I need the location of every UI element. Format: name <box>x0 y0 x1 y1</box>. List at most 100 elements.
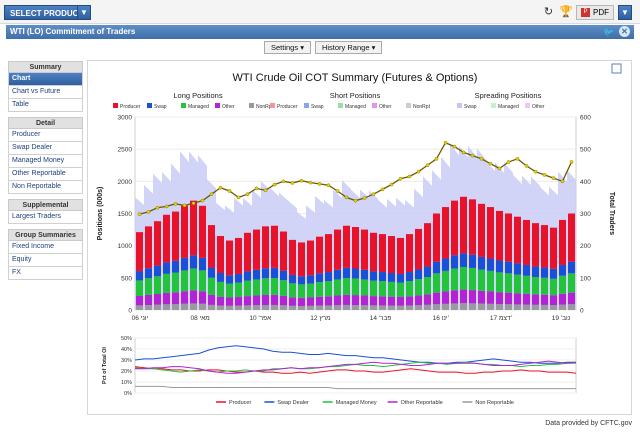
long-position-bar[interactable] <box>235 297 242 306</box>
sub-series-line[interactable] <box>135 360 577 374</box>
long-position-bar[interactable] <box>352 268 359 279</box>
long-position-bar[interactable] <box>433 304 440 310</box>
long-position-bar[interactable] <box>487 303 494 310</box>
long-position-bar[interactable] <box>226 305 233 310</box>
long-position-bar[interactable] <box>262 278 269 295</box>
long-position-bar[interactable] <box>523 304 530 310</box>
long-position-bar[interactable] <box>397 282 404 298</box>
total-traders-point[interactable] <box>137 212 142 216</box>
total-traders-point[interactable] <box>209 192 214 196</box>
sidebar-item-managed-money[interactable]: Managed Money <box>8 155 83 168</box>
settings-dropdown[interactable]: Settings ▾ <box>264 41 311 54</box>
long-position-bar[interactable] <box>415 279 422 296</box>
long-position-bar[interactable] <box>532 276 539 295</box>
long-position-bar[interactable] <box>361 229 368 270</box>
long-position-bar[interactable] <box>460 266 467 290</box>
long-position-bar[interactable] <box>370 271 377 281</box>
long-position-bar[interactable] <box>244 280 251 297</box>
sidebar-item-chart[interactable]: Chart <box>8 73 83 86</box>
total-traders-point[interactable] <box>290 181 295 185</box>
long-position-bar[interactable] <box>424 304 431 310</box>
long-position-bar[interactable] <box>487 291 494 304</box>
long-position-bar[interactable] <box>316 273 323 283</box>
long-position-bar[interactable] <box>253 229 260 270</box>
long-position-bar[interactable] <box>208 304 215 310</box>
twitter-icon[interactable]: 🐦 <box>603 27 615 37</box>
long-position-bar[interactable] <box>325 305 332 310</box>
long-position-bar[interactable] <box>298 305 305 310</box>
long-position-bar[interactable] <box>262 268 269 279</box>
long-position-bar[interactable] <box>361 305 368 310</box>
long-position-bar[interactable] <box>154 304 161 310</box>
long-position-bar[interactable] <box>451 255 458 269</box>
long-position-bar[interactable] <box>253 269 260 280</box>
long-position-bar[interactable] <box>379 281 386 297</box>
long-position-bar[interactable] <box>532 304 539 310</box>
long-position-bar[interactable] <box>280 295 287 306</box>
long-position-bar[interactable] <box>433 292 440 305</box>
sidebar-item-fixed-income[interactable]: Fixed Income <box>8 241 83 254</box>
sidebar-item-non-reportable[interactable]: Non Reportable <box>8 181 83 194</box>
legend-item[interactable]: NonRpt <box>413 104 431 110</box>
long-position-bar[interactable] <box>514 274 521 294</box>
total-traders-point[interactable] <box>425 163 430 168</box>
long-position-bar[interactable] <box>217 236 224 274</box>
total-traders-point[interactable] <box>506 160 511 164</box>
long-position-bar[interactable] <box>280 305 287 310</box>
long-position-bar[interactable] <box>226 240 233 276</box>
total-traders-point[interactable] <box>515 157 520 161</box>
total-traders-point[interactable] <box>200 198 205 203</box>
long-position-bar[interactable] <box>442 303 449 310</box>
long-position-bar[interactable] <box>379 296 386 306</box>
long-position-bar[interactable] <box>163 273 170 293</box>
legend-item[interactable]: Producer <box>277 104 298 110</box>
long-position-bar[interactable] <box>406 296 413 306</box>
long-position-bar[interactable] <box>235 282 242 298</box>
long-position-bar[interactable] <box>487 258 494 271</box>
long-position-bar[interactable] <box>334 295 341 306</box>
long-position-bar[interactable] <box>181 257 188 271</box>
total-traders-point[interactable] <box>416 169 421 174</box>
long-position-bar[interactable] <box>244 305 251 310</box>
long-position-bar[interactable] <box>190 290 197 304</box>
long-position-bar[interactable] <box>397 297 404 306</box>
long-position-bar[interactable] <box>460 253 467 267</box>
long-position-bar[interactable] <box>271 277 278 295</box>
long-position-bar[interactable] <box>244 296 251 306</box>
long-position-bar[interactable] <box>505 292 512 305</box>
long-position-bar[interactable] <box>262 294 269 305</box>
legend-item[interactable]: Managed <box>498 104 519 110</box>
long-position-bar[interactable] <box>460 289 467 304</box>
sub-series-line[interactable] <box>135 385 576 390</box>
total-traders-point[interactable] <box>371 192 376 196</box>
long-position-bar[interactable] <box>415 269 422 280</box>
long-position-bar[interactable] <box>379 305 386 310</box>
long-position-bar[interactable] <box>559 264 566 276</box>
total-traders-point[interactable] <box>470 153 475 158</box>
long-position-bar[interactable] <box>163 292 170 305</box>
long-position-bar[interactable] <box>172 260 179 273</box>
long-position-bar[interactable] <box>199 205 206 258</box>
legend-item[interactable]: Other <box>379 104 392 110</box>
long-position-bar[interactable] <box>172 292 179 305</box>
total-traders-point[interactable] <box>173 202 178 206</box>
export-menu-icon[interactable] <box>611 63 622 74</box>
legend-item[interactable]: NonRpt <box>256 104 274 110</box>
sub-legend-item[interactable]: Managed Money <box>336 400 377 406</box>
total-traders-point[interactable] <box>335 189 340 193</box>
long-position-bar[interactable] <box>568 261 575 274</box>
long-position-bar[interactable] <box>334 279 341 296</box>
long-position-bar[interactable] <box>397 305 404 310</box>
long-position-bar[interactable] <box>298 297 305 306</box>
total-traders-point[interactable] <box>272 182 277 187</box>
long-position-bar[interactable] <box>532 266 539 277</box>
long-position-bar[interactable] <box>487 270 494 292</box>
long-position-bar[interactable] <box>154 265 161 277</box>
long-position-bar[interactable] <box>406 234 413 273</box>
long-position-bar[interactable] <box>388 273 395 282</box>
long-position-bar[interactable] <box>388 236 395 274</box>
total-traders-point[interactable] <box>146 210 151 214</box>
long-position-bar[interactable] <box>370 305 377 310</box>
total-traders-point[interactable] <box>407 174 412 179</box>
long-position-bar[interactable] <box>136 305 143 310</box>
